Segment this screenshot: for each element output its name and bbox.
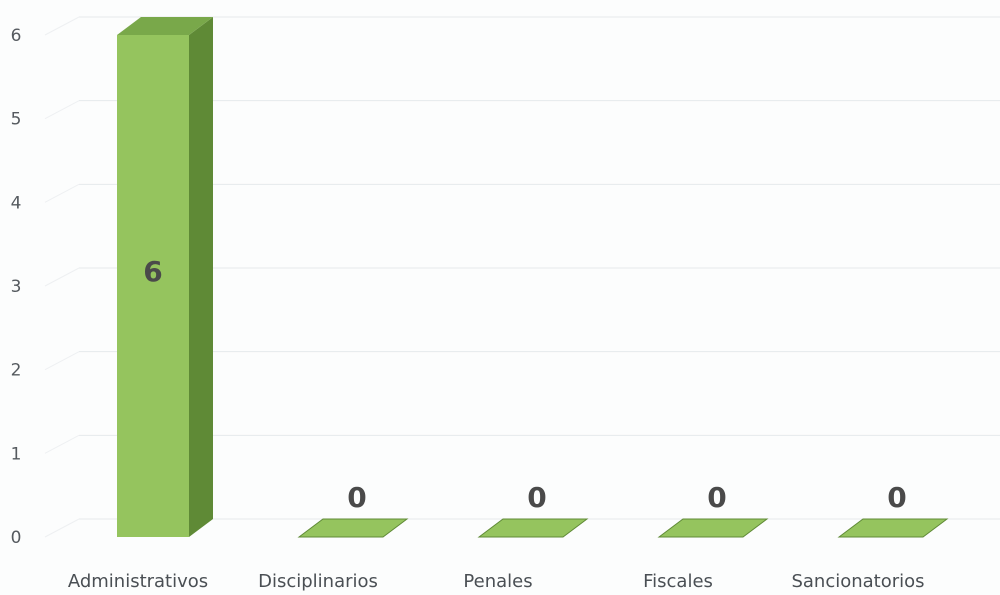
bars	[117, 17, 949, 538]
gridline-diag-2	[44, 351, 80, 371]
gridline-diag-1	[44, 434, 80, 454]
y-tick-label: 4	[11, 193, 22, 213]
data-label: 0	[527, 481, 546, 514]
data-label: 6	[143, 255, 162, 288]
gridline-diag-5	[44, 100, 80, 120]
y-tick-label: 2	[11, 361, 22, 381]
data-label: 0	[347, 481, 366, 514]
gridline-diag-4	[44, 183, 80, 203]
y-tick-label: 3	[11, 277, 22, 297]
y-axis-ticks: 0 1 2 3 4 5 6	[11, 26, 22, 548]
gridline-diag-6	[44, 16, 80, 36]
data-labels: 6 0 0 0 0	[143, 255, 906, 514]
y-tick-label: 6	[11, 26, 22, 46]
x-axis-label: Sancionatorios	[791, 571, 924, 592]
y-tick-label: 0	[11, 528, 22, 548]
x-axis-label: Disciplinarios	[258, 571, 378, 592]
gridline-diag-0	[44, 518, 80, 538]
bar-top-Administrativos	[117, 17, 213, 35]
gridlines	[44, 16, 1000, 538]
bar-zero-Sancionatorios	[837, 518, 949, 538]
data-label: 0	[707, 481, 726, 514]
bar-zero-Fiscales	[657, 518, 769, 538]
data-label: 0	[887, 481, 906, 514]
gridline-diag-3	[44, 267, 80, 287]
y-tick-label: 1	[11, 444, 22, 464]
bar-zero-Penales	[477, 518, 589, 538]
x-axis-labels: Administrativos Disciplinarios Penales Fisc…	[68, 571, 925, 592]
y-tick-label: 5	[11, 110, 22, 130]
x-axis-label: Fiscales	[643, 571, 713, 592]
x-axis-label: Administrativos	[68, 571, 208, 592]
bar-front-Administrativos	[117, 35, 189, 537]
bar-side-Administrativos	[189, 17, 213, 537]
bar-zero-Disciplinarios	[297, 518, 409, 538]
x-axis-label: Penales	[463, 571, 532, 592]
